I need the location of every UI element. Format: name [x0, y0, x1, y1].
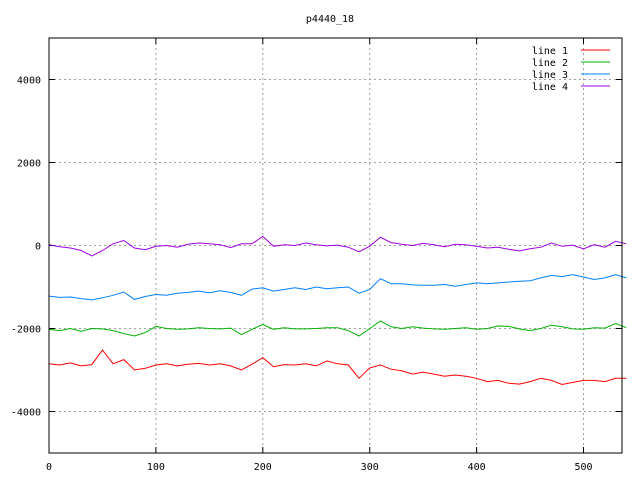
series-line-4: [48, 235, 627, 257]
series-line-1: [48, 349, 627, 386]
x-tick-label: 100: [147, 462, 165, 473]
y-tick-label: 4000: [17, 76, 41, 87]
legend-label: line 2: [532, 58, 568, 69]
grid: [49, 38, 622, 453]
chart-title: p4440_18: [306, 14, 354, 25]
plot-frame: [48, 37, 623, 454]
y-tick-label: -2000: [11, 325, 41, 336]
x-tick-label: 200: [254, 462, 272, 473]
y-tick-label: 2000: [17, 159, 41, 170]
legend-label: line 1: [532, 46, 568, 57]
series-group: [48, 235, 627, 386]
x-tick-label: 500: [574, 462, 592, 473]
x-tick-label: 400: [468, 462, 486, 473]
legend-label: line 3: [532, 70, 568, 81]
axis-ticks: 0 100 200 300 400 500 -4000 -2000 0 2000 4000: [11, 38, 622, 473]
x-tick-label: 300: [361, 462, 379, 473]
legend-label: line 4: [532, 82, 568, 93]
series-line-2: [48, 320, 627, 337]
y-tick-label: 0: [35, 242, 41, 253]
y-tick-label: -4000: [11, 408, 41, 419]
series-line-3: [48, 274, 627, 301]
x-tick-label: 0: [46, 462, 52, 473]
